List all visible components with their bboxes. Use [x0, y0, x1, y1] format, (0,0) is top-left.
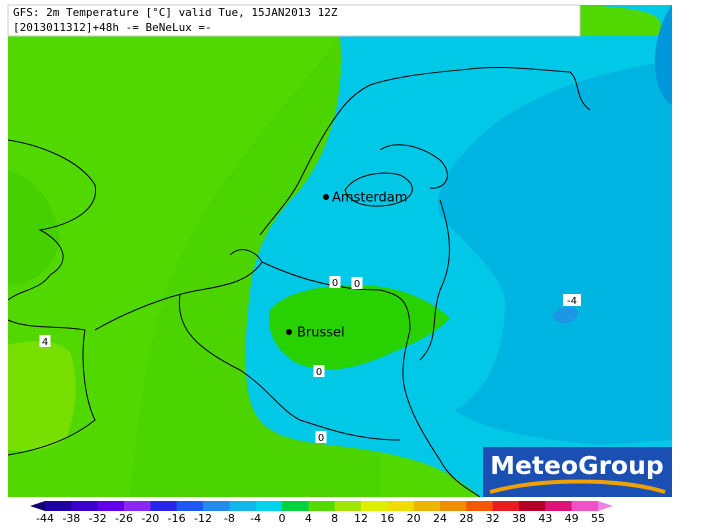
legend-tick-label: 43 [538, 512, 552, 525]
city-label: Amsterdam [332, 191, 407, 206]
legend-swatch [361, 501, 388, 511]
contour-label-box [313, 365, 325, 377]
legend-swatch [229, 501, 257, 511]
legend-swatch [413, 501, 441, 511]
legend-swatch [492, 501, 520, 511]
legend-swatch [387, 501, 415, 511]
legend-tick-label: 24 [433, 512, 447, 525]
legend-swatch [545, 501, 573, 511]
legend-tick-label: 20 [407, 512, 421, 525]
legend-tick-label: 12 [354, 512, 368, 525]
contour-label: 0 [316, 367, 322, 378]
legend-tick-label: -8 [224, 512, 235, 525]
legend-swatch [466, 501, 494, 511]
legend-tick-label: -26 [115, 512, 133, 525]
header-box [7, 4, 581, 37]
blue-region [438, 60, 672, 445]
green-patch [8, 170, 60, 285]
contour-label-box [329, 276, 341, 288]
legend-tick-label: 8 [331, 512, 338, 525]
legend-tick-label: 4 [305, 512, 312, 525]
legend-swatch [97, 501, 125, 511]
legend-tick-label: 49 [565, 512, 579, 525]
contour-label: 4 [42, 337, 48, 348]
contour-label: 0 [354, 279, 360, 290]
legend-tick-label: -12 [194, 512, 212, 525]
legend-tick-label: 32 [486, 512, 500, 525]
legend-swatch [150, 501, 178, 511]
header-subtitle: [2013011312]+48h -= BeNeLux =- [13, 21, 212, 34]
city-marker [286, 329, 292, 335]
legend-tick-label: -38 [62, 512, 80, 525]
legend-tick-label: -16 [168, 512, 186, 525]
legend-tick-label: 55 [591, 512, 605, 525]
legend-swatch [45, 501, 72, 511]
legend-swatch [203, 501, 230, 511]
legend-tick-label: 28 [459, 512, 473, 525]
contour-label: 0 [332, 278, 338, 289]
brussel-region [269, 285, 450, 370]
color-legend: -44 -38 -32 -26 -20 -16 -12 -8 -4 0 4 8 12 16 20 24 28 32… [30, 501, 613, 525]
legend-swatch [571, 501, 599, 511]
contour-label: 0 [318, 433, 324, 444]
contour-label-box [563, 294, 581, 306]
legend-swatch [255, 501, 283, 511]
legend-arrow-left [30, 501, 45, 511]
legend-swatch [176, 501, 204, 511]
legend-tick-label: 38 [512, 512, 526, 525]
legend-tick-label: 16 [380, 512, 394, 525]
warm-region [8, 341, 76, 451]
legend-tick-label: 0 [279, 512, 286, 525]
cold-spot [553, 306, 578, 324]
contour-label-box [315, 431, 327, 443]
legend-swatch [124, 501, 151, 511]
contour-labels: 0 0 0 0 4 -4 [39, 276, 581, 444]
logo: MeteoGroup [490, 451, 664, 480]
city-marker [323, 194, 329, 200]
legend-tick-label: -4 [250, 512, 261, 525]
legend-tick-label: -44 [36, 512, 54, 525]
legend-swatch [308, 501, 336, 511]
dark-blue-region [654, 5, 672, 105]
city-label: Brussel [297, 326, 345, 341]
legend-tick-label: -32 [89, 512, 107, 525]
legend-swatch [334, 501, 362, 511]
legend-swatch [519, 501, 546, 511]
legend-swatch [440, 501, 467, 511]
legend-arrow-right [598, 501, 613, 511]
contour-label-box [351, 277, 363, 289]
contour-label: -4 [567, 296, 577, 307]
legend-swatch [71, 501, 99, 511]
contour-label-box [39, 335, 51, 347]
legend-tick-label: -20 [141, 512, 159, 525]
logo-swoosh [489, 479, 666, 494]
legend-swatch [282, 501, 309, 511]
logo-box [483, 447, 672, 497]
header-title: GFS: 2m Temperature [°C] valid Tue, 15JA… [13, 6, 338, 19]
coastlines [7, 66, 591, 498]
